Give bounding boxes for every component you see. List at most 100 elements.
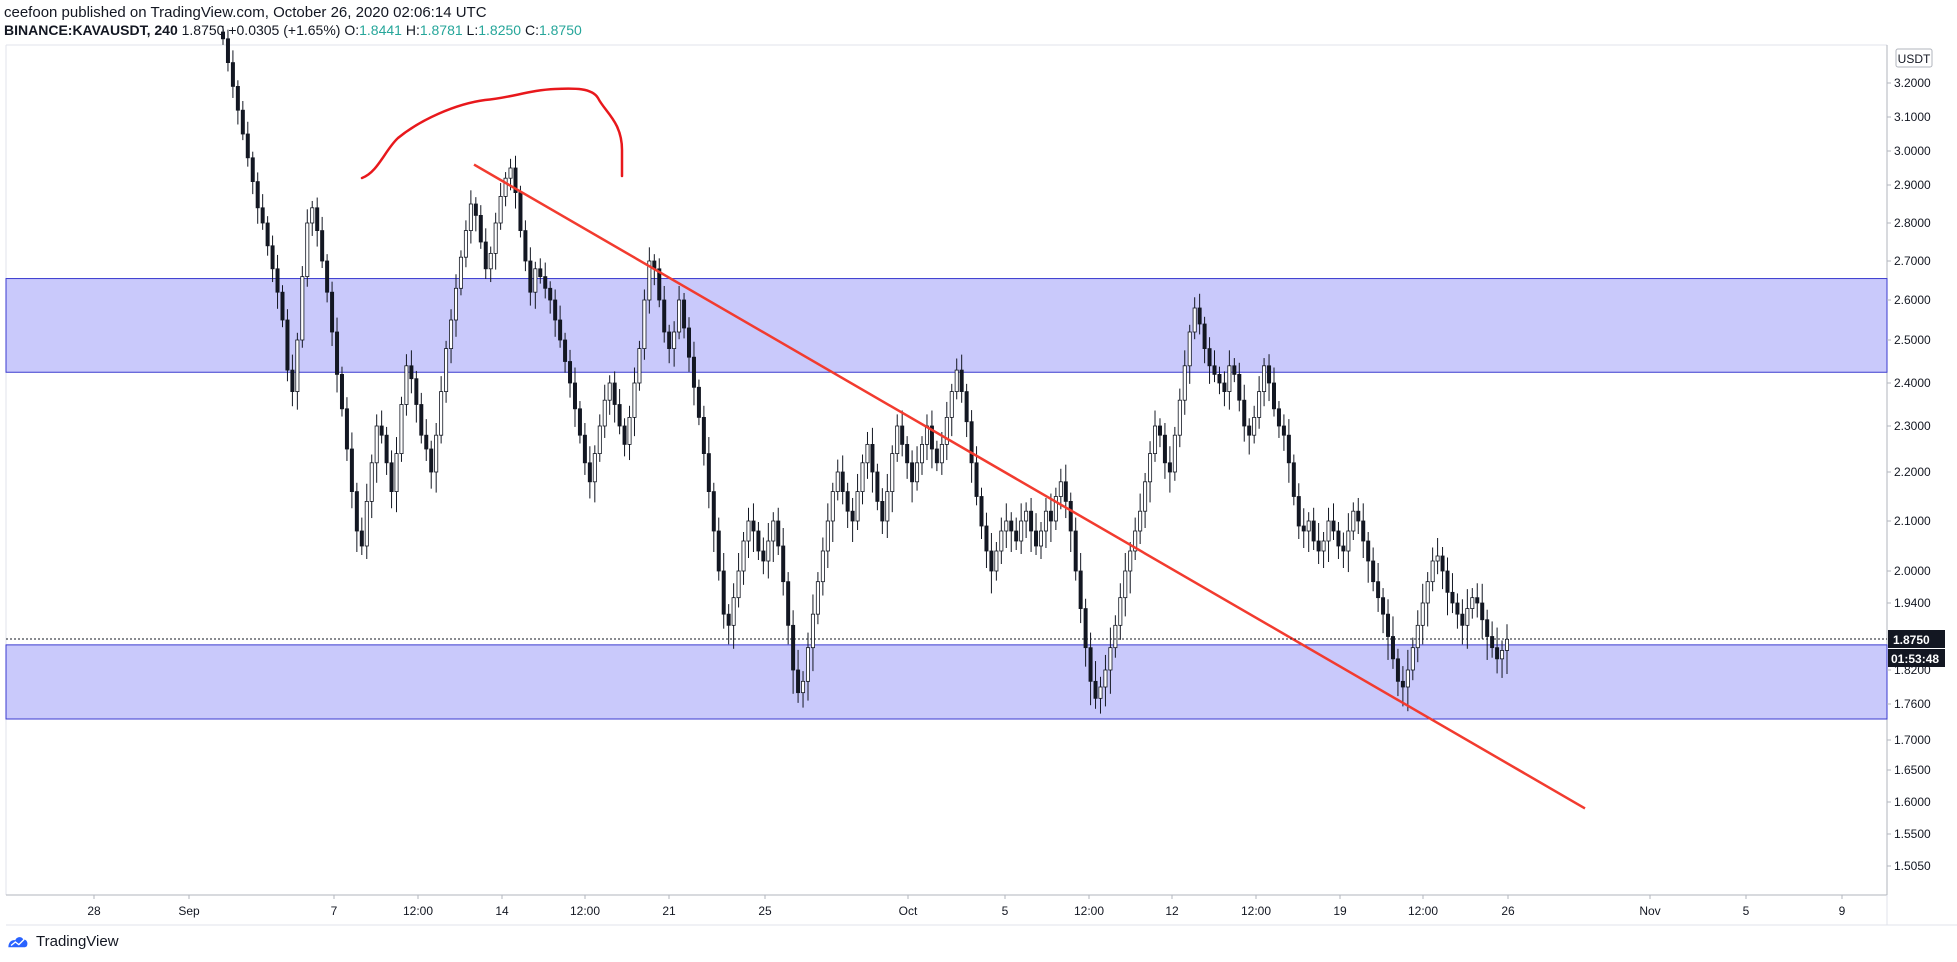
candle-body — [478, 214, 483, 243]
price-zone-2[interactable] — [5, 644, 1888, 720]
price-tick-label: 1.6500 — [1894, 763, 1931, 777]
plot-area[interactable] — [6, 45, 1887, 895]
candle-body — [409, 365, 414, 380]
candle-body — [840, 471, 845, 493]
last-price-label-bg — [1888, 630, 1945, 648]
candle-body — [1386, 613, 1391, 637]
candle-body — [1222, 382, 1227, 393]
candle-body — [662, 299, 667, 333]
candle-body — [672, 331, 677, 350]
candle-body — [999, 530, 1004, 552]
candle-body — [543, 276, 548, 289]
candle-body — [1351, 510, 1356, 532]
candle-body — [439, 391, 444, 436]
time-tick-label: 7 — [331, 904, 338, 918]
candle-body — [691, 356, 696, 388]
candle-body — [1257, 391, 1262, 418]
price-tick-label: 3.0000 — [1894, 144, 1931, 158]
candle-body — [1465, 608, 1470, 626]
price-tick-label: 2.7000 — [1894, 254, 1931, 268]
currency-label: USDT — [1898, 52, 1931, 66]
candle-body — [568, 361, 573, 384]
candle-body — [756, 530, 761, 552]
price-tick-label: 2.2000 — [1894, 465, 1931, 479]
time-axis[interactable]: 28 Sep 7 12:00 14 12:00 21 25 Oct 5 12:00 12 12:00 19… — [87, 895, 1846, 918]
price-zone-1[interactable] — [5, 278, 1888, 373]
freehand-arc-drawing[interactable] — [360, 87, 624, 180]
candle-body — [1475, 597, 1480, 604]
candle-body — [820, 550, 825, 583]
candle-body — [508, 167, 513, 179]
price-tick-label: 2.4000 — [1894, 376, 1931, 390]
candle-body — [1118, 597, 1123, 626]
candle-body — [592, 453, 597, 483]
descending-trendline[interactable] — [473, 163, 1586, 810]
candle-body — [563, 339, 568, 362]
candle-body — [320, 230, 325, 262]
symbol-label[interactable]: BINANCE:KAVAUSDT, 240 — [4, 22, 178, 38]
candle-body — [979, 496, 984, 527]
currency-badge[interactable] — [1895, 48, 1933, 68]
candle-body — [1276, 408, 1281, 427]
candle-body — [1143, 481, 1148, 512]
candle-body — [934, 448, 939, 464]
candle-body — [825, 520, 830, 552]
candle-body — [235, 86, 240, 111]
candle-body — [1455, 602, 1460, 615]
candle-body — [989, 550, 994, 572]
candle-body — [1043, 510, 1048, 532]
candle-body — [731, 597, 736, 626]
candle-body — [815, 581, 820, 615]
candle-body — [300, 276, 305, 341]
candle-body — [1306, 520, 1311, 532]
high-value: 1.8781 — [419, 22, 463, 38]
candle-body — [1187, 331, 1192, 367]
candle-body — [900, 425, 905, 445]
candle-body — [1262, 365, 1267, 392]
candle-body — [429, 448, 434, 473]
time-tick-label: 12 — [1165, 904, 1179, 918]
tradingview-logo-icon — [8, 936, 28, 947]
candle-body — [1207, 348, 1212, 367]
candle-body — [1177, 399, 1182, 436]
candle-body — [617, 404, 622, 427]
candle-body — [1048, 510, 1053, 522]
candle-body — [761, 550, 766, 562]
time-tick-label: 5 — [1743, 904, 1750, 918]
candle-body — [1400, 680, 1405, 688]
candle-body — [1440, 555, 1445, 572]
candle-body — [741, 540, 746, 572]
candle-body — [805, 647, 810, 682]
candle-body — [384, 434, 389, 464]
candle-body — [716, 530, 721, 572]
candle-body — [1356, 510, 1361, 522]
candle-body — [1316, 540, 1321, 552]
price-axis[interactable]: 3.2000 3.1000 3.0000 2.9000 2.8000 2.7000 2.60… — [1887, 76, 1931, 873]
candle-body — [344, 408, 349, 450]
price-tick-label: 1.5500 — [1894, 827, 1931, 841]
time-tick-label: 26 — [1501, 904, 1515, 918]
candle-body — [359, 530, 364, 547]
candle-body — [1485, 619, 1490, 637]
time-tick-label: 12:00 — [1408, 904, 1438, 918]
candle-body — [1004, 520, 1009, 532]
tradingview-footer[interactable]: TradingView — [6, 933, 119, 950]
candle-body — [1078, 570, 1083, 609]
brand-label: TradingView — [36, 933, 119, 950]
candle-body — [944, 416, 949, 445]
candle-body — [771, 520, 776, 542]
candle-body — [572, 382, 577, 410]
candle-body — [458, 256, 463, 289]
candle-body — [1381, 597, 1386, 615]
candle-body — [791, 624, 796, 671]
price-tick-label: 1.9400 — [1894, 596, 1931, 610]
candle-body — [1395, 658, 1400, 682]
candle-body — [637, 348, 642, 384]
candle-body — [1202, 323, 1207, 350]
candle-body — [855, 491, 860, 522]
candle-body — [776, 520, 781, 547]
candle-body — [766, 540, 771, 562]
candle-body — [270, 245, 275, 270]
candle-body — [528, 260, 533, 293]
